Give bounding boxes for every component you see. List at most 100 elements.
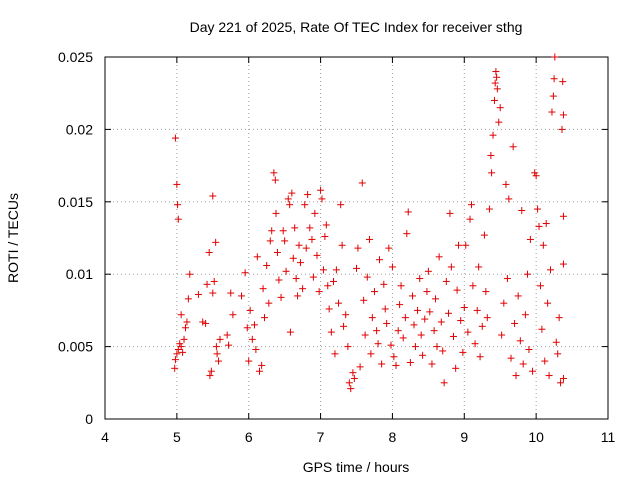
data-point bbox=[531, 169, 539, 177]
data-point bbox=[557, 379, 565, 387]
data-point bbox=[318, 195, 326, 203]
data-point bbox=[390, 353, 398, 361]
data-point bbox=[514, 292, 522, 300]
data-point bbox=[337, 201, 345, 209]
data-point bbox=[308, 235, 316, 243]
data-point bbox=[209, 192, 217, 200]
axis-ticks bbox=[104, 56, 609, 420]
data-point bbox=[378, 360, 386, 368]
data-point bbox=[252, 345, 260, 353]
data-point bbox=[478, 322, 486, 330]
x-tick-label: 9 bbox=[460, 429, 468, 445]
data-point bbox=[259, 285, 267, 293]
data-point bbox=[273, 248, 281, 256]
data-point bbox=[179, 348, 187, 356]
data-point bbox=[238, 292, 246, 300]
data-point bbox=[444, 309, 452, 317]
data-point bbox=[344, 343, 352, 351]
data-point bbox=[361, 331, 369, 339]
data-point bbox=[464, 328, 472, 336]
data-point bbox=[255, 367, 263, 375]
data-point bbox=[381, 305, 389, 313]
data-point bbox=[555, 314, 563, 322]
data-point bbox=[426, 308, 434, 316]
data-point bbox=[423, 288, 431, 296]
data-point bbox=[559, 212, 567, 220]
data-point bbox=[176, 340, 184, 348]
data-point bbox=[209, 289, 217, 297]
data-point bbox=[332, 266, 340, 274]
data-point bbox=[410, 321, 418, 329]
data-point bbox=[524, 270, 532, 278]
data-point bbox=[383, 319, 391, 327]
data-point bbox=[388, 263, 396, 271]
data-point bbox=[417, 331, 425, 339]
data-point bbox=[266, 237, 274, 245]
data-point bbox=[291, 224, 299, 232]
data-point bbox=[490, 96, 498, 104]
data-point bbox=[330, 277, 338, 285]
data-point bbox=[363, 273, 371, 281]
data-point bbox=[493, 85, 501, 93]
chart-title: Day 221 of 2025, Rate Of TEC Index for r… bbox=[190, 19, 523, 35]
data-point bbox=[215, 357, 223, 365]
data-point bbox=[480, 231, 488, 239]
data-point bbox=[302, 244, 310, 252]
data-point bbox=[387, 341, 395, 349]
data-point bbox=[350, 374, 358, 382]
data-point bbox=[559, 374, 567, 382]
data-point bbox=[171, 356, 179, 364]
data-point bbox=[374, 340, 382, 348]
data-point bbox=[385, 244, 393, 252]
x-tick-label: 11 bbox=[601, 429, 616, 445]
data-point bbox=[365, 235, 373, 243]
data-point bbox=[406, 359, 414, 367]
data-point bbox=[421, 315, 429, 323]
data-point bbox=[286, 328, 294, 336]
data-point bbox=[331, 350, 339, 358]
data-point bbox=[246, 306, 254, 314]
data-point bbox=[265, 299, 273, 307]
data-point bbox=[496, 104, 504, 112]
data-points bbox=[171, 53, 567, 393]
data-point bbox=[446, 209, 454, 217]
data-point bbox=[296, 259, 304, 267]
data-point bbox=[181, 324, 189, 332]
data-point bbox=[414, 306, 422, 314]
data-point bbox=[475, 263, 483, 271]
data-point bbox=[277, 293, 285, 301]
data-point bbox=[288, 189, 296, 197]
data-point bbox=[536, 282, 544, 290]
data-point bbox=[538, 325, 546, 333]
data-point bbox=[428, 360, 436, 368]
data-point bbox=[437, 318, 445, 326]
data-point bbox=[342, 311, 350, 319]
data-point bbox=[279, 227, 287, 235]
data-point bbox=[203, 280, 211, 288]
data-point bbox=[270, 169, 278, 177]
data-point bbox=[526, 235, 534, 243]
data-point bbox=[534, 205, 542, 213]
y-tick-label: 0.015 bbox=[58, 194, 93, 210]
data-point bbox=[559, 111, 567, 119]
data-point bbox=[559, 260, 567, 268]
data-point bbox=[551, 53, 559, 61]
data-point bbox=[552, 338, 560, 346]
data-point bbox=[241, 269, 249, 277]
x-tick-label: 10 bbox=[528, 429, 544, 445]
x-tick-label: 8 bbox=[389, 429, 397, 445]
data-point bbox=[392, 361, 400, 369]
data-point bbox=[424, 267, 432, 275]
data-point bbox=[275, 276, 283, 284]
data-point bbox=[462, 241, 470, 249]
data-point bbox=[295, 241, 303, 249]
data-point bbox=[272, 209, 280, 217]
data-point bbox=[258, 361, 266, 369]
data-point bbox=[521, 311, 529, 319]
data-point bbox=[268, 227, 276, 235]
data-point bbox=[493, 73, 501, 81]
data-point bbox=[325, 305, 333, 313]
data-point bbox=[409, 292, 417, 300]
data-point bbox=[284, 195, 292, 203]
